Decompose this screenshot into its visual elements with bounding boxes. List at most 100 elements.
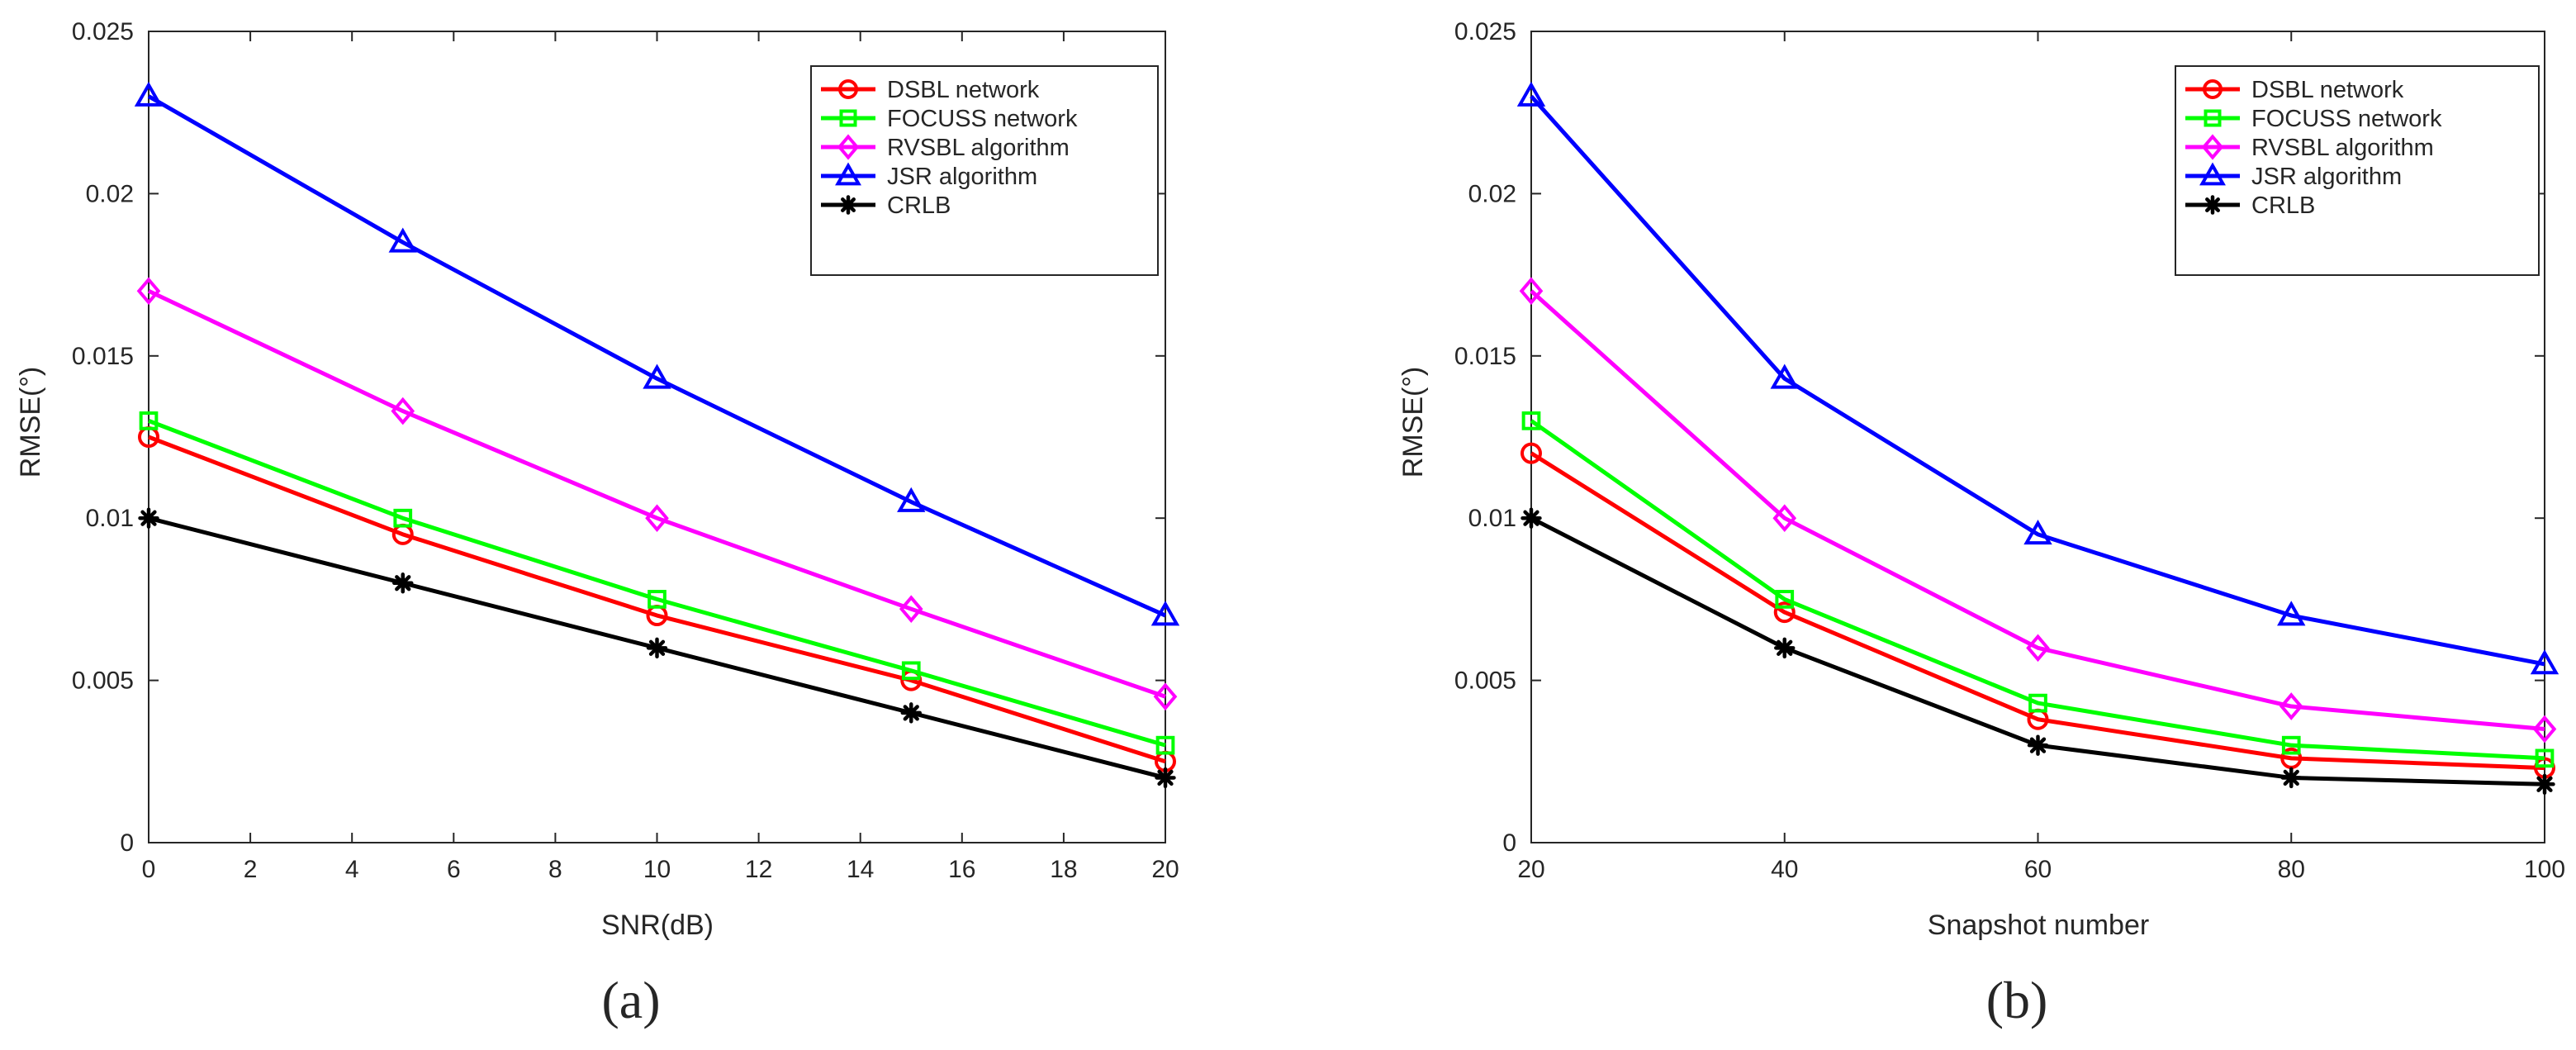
data-point-diamond-marker	[899, 595, 923, 624]
legend-label: DSBL network	[887, 77, 1040, 103]
data-point-triangle-marker	[388, 227, 417, 253]
data-point-triangle-marker	[1770, 363, 1799, 389]
asterisk-stroke	[2205, 197, 2220, 212]
x-tick-label: 18	[1050, 856, 1077, 883]
asterisk-stroke	[395, 575, 411, 592]
legend-box	[810, 65, 1159, 276]
legend-label: DSBL network	[2251, 77, 2404, 103]
data-point-asterisk-marker	[138, 507, 159, 529]
x-tick-label: 10	[643, 856, 671, 883]
y-tick-label: 0.02	[86, 180, 134, 207]
data-point-asterisk-marker	[2534, 773, 2555, 795]
data-point-square-marker	[1775, 590, 1795, 609]
data-point-asterisk-marker	[900, 702, 922, 724]
asterisk-stroke	[1523, 510, 1539, 526]
x-tick-label: 20	[1151, 856, 1179, 883]
data-point-diamond-marker	[391, 397, 415, 425]
asterisk-stroke	[2536, 776, 2553, 792]
data-point-circle-marker	[2203, 79, 2223, 99]
data-point-diamond-marker	[1153, 682, 1178, 711]
data-point-diamond-marker	[1772, 504, 1797, 533]
x-tick-label: 4	[345, 856, 359, 883]
chart-panel-a: RMSE(°) SNR(dB) (a) 0 2 4 6 8 10 12 14 16 18 20 0 0.…	[15, 18, 1180, 1029]
legend-label: JSR algorithm	[887, 164, 1037, 190]
y-tick-label: 0.01	[86, 505, 134, 532]
x-tick-label: 0	[142, 856, 156, 883]
legend-box	[2175, 65, 2540, 276]
series-line	[1530, 419, 2545, 761]
data-point-diamond-marker	[1519, 277, 1544, 306]
data-point-square-marker	[2028, 693, 2047, 713]
y-tick-label: 0.005	[1454, 668, 1516, 695]
x-axis-label: SNR(dB)	[601, 910, 714, 941]
data-point-diamond-marker	[2201, 134, 2224, 160]
data-point-circle-marker	[1520, 442, 1542, 464]
data-point-asterisk-marker	[646, 637, 668, 659]
data-point-diamond-marker	[2279, 692, 2303, 720]
series-line	[1530, 451, 2545, 771]
data-point-diamond-marker	[2532, 715, 2557, 744]
data-point-triangle-marker	[134, 81, 164, 107]
x-tick-label: 2	[244, 856, 258, 883]
data-point-triangle-marker	[835, 162, 861, 186]
data-point-square-marker	[2281, 735, 2301, 755]
x-tick-label: 100	[2524, 856, 2565, 883]
series-line	[147, 94, 1167, 618]
asterisk-stroke	[903, 705, 919, 721]
data-point-triangle-marker	[1150, 601, 1180, 626]
legend: DSBL network FOCUSS network RVSBL algorith…	[2175, 65, 2540, 276]
chart-panel-b: RMSE(°) Snapshot number (b) 20 40 60 80 100 0…	[1397, 18, 2565, 1029]
legend-label: FOCUSS network	[2251, 106, 2442, 132]
legend-label: JSR algorithm	[2251, 164, 2402, 190]
y-tick-label: 0.025	[1454, 18, 1516, 45]
x-tick-label: 16	[948, 856, 975, 883]
data-point-square-marker	[1155, 735, 1175, 755]
data-point-triangle-marker	[2530, 649, 2559, 675]
asterisk-stroke	[1157, 769, 1174, 786]
data-point-diamond-marker	[2026, 634, 2050, 663]
y-tick-label: 0.01	[1468, 505, 1516, 532]
data-point-circle-marker	[838, 79, 858, 99]
data-point-diamond-marker	[136, 277, 161, 306]
x-tick-label: 40	[1771, 856, 1798, 883]
legend: DSBL network FOCUSS network RVSBL algorith…	[810, 65, 1159, 276]
x-tick-label: 60	[2024, 856, 2052, 883]
series-line	[1530, 289, 2545, 732]
x-axis-label: Snapshot number	[1928, 910, 2149, 941]
legend-label: CRLB	[887, 192, 951, 219]
y-tick-label: 0.015	[72, 343, 134, 370]
data-point-asterisk-marker	[2280, 767, 2302, 789]
data-point-square-marker	[1521, 411, 1541, 430]
asterisk-stroke	[648, 639, 666, 656]
data-point-circle-marker	[1773, 601, 1796, 624]
legend-label: RVSBL algorithm	[2251, 135, 2434, 161]
data-point-asterisk-marker	[1774, 637, 1796, 659]
y-tick-label: 0.02	[1468, 180, 1516, 207]
x-tick-label: 12	[745, 856, 772, 883]
legend-label: RVSBL algorithm	[887, 135, 1070, 161]
data-point-triangle-marker	[2277, 601, 2306, 626]
series-line	[147, 288, 1166, 699]
asterisk-stroke	[841, 197, 856, 212]
x-tick-label: 80	[2278, 856, 2305, 883]
data-point-triangle-marker	[643, 363, 671, 389]
data-point-square-marker	[2535, 748, 2555, 768]
data-point-diamond-marker	[645, 504, 669, 533]
data-point-asterisk-marker	[1155, 767, 1176, 789]
data-point-square-marker	[139, 411, 159, 430]
data-point-triangle-marker	[2199, 162, 2226, 186]
x-tick-label: 14	[847, 856, 874, 883]
data-point-asterisk-marker	[2027, 734, 2049, 756]
x-tick-label: 8	[548, 856, 562, 883]
panel-label: (b)	[1986, 971, 2048, 1029]
data-point-square-marker	[2204, 109, 2222, 127]
y-tick-label: 0.025	[72, 18, 134, 45]
asterisk-stroke	[2283, 769, 2299, 786]
legend-label: FOCUSS network	[887, 106, 1078, 132]
y-axis-label: RMSE(°)	[1397, 367, 1429, 477]
data-point-asterisk-marker	[1520, 507, 1542, 529]
asterisk-stroke	[1777, 639, 1793, 656]
data-point-triangle-marker	[897, 487, 926, 512]
data-point-diamond-marker	[837, 134, 860, 160]
